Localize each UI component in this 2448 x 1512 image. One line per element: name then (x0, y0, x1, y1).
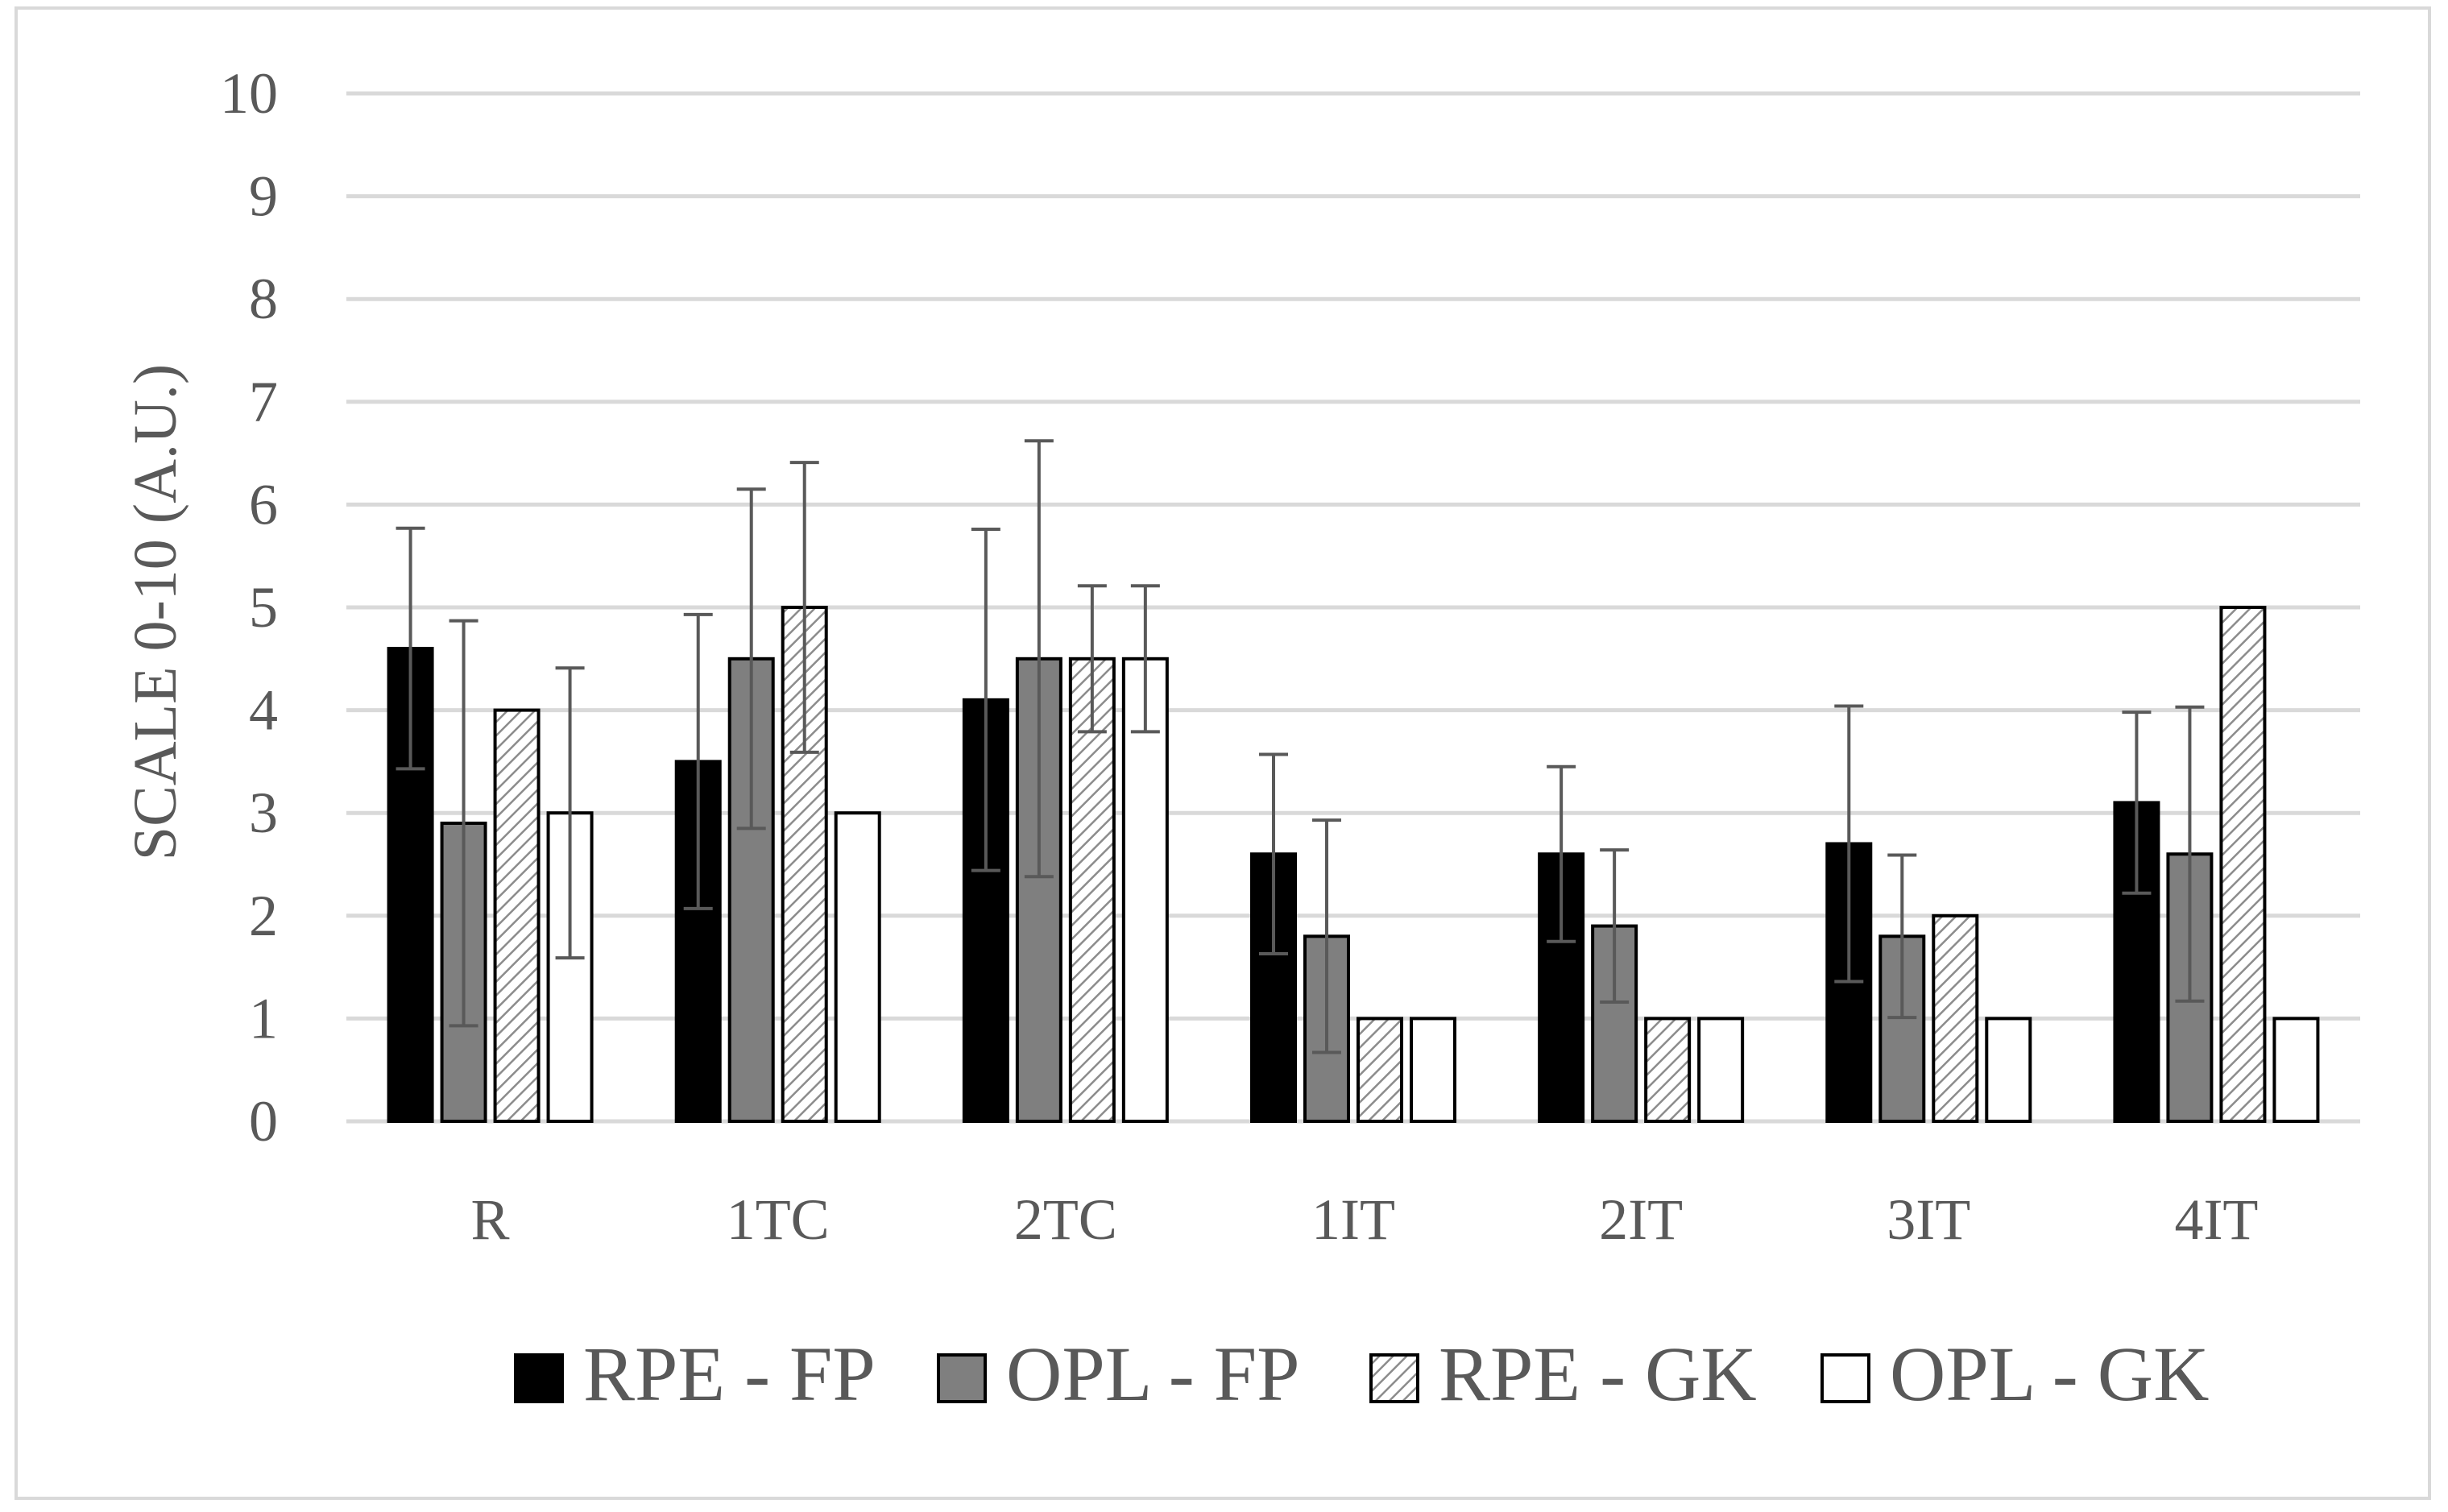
y-tick-label: 8 (249, 267, 278, 331)
x-tick-label: 3IT (1887, 1187, 1970, 1252)
y-tick-label: 5 (249, 575, 278, 640)
bar (1985, 1017, 2032, 1124)
legend-swatch (1369, 1353, 1419, 1403)
x-tick-label: 2IT (1599, 1187, 1683, 1252)
bar (1121, 657, 1169, 1123)
x-tick-label: 1IT (1311, 1187, 1395, 1252)
y-axis-label: SCALE 0-10 (A.U.) (122, 364, 189, 860)
x-tick-label: R (471, 1187, 510, 1252)
legend-label: OPL - FP (1006, 1331, 1300, 1417)
bar (1644, 1017, 1692, 1124)
y-tick-label: 2 (249, 884, 278, 948)
y-tick-label: 4 (249, 678, 278, 743)
legend-swatch (1820, 1353, 1870, 1403)
y-tick-label: 9 (249, 164, 278, 229)
y-tick-label: 7 (249, 370, 278, 434)
chart-frame (14, 6, 2431, 1500)
bar (493, 708, 541, 1123)
x-tick-label: 2TC (1014, 1187, 1117, 1252)
legend-swatch (937, 1353, 987, 1403)
bar (2272, 1017, 2320, 1124)
bar (2219, 606, 2267, 1123)
bar (1357, 1017, 1403, 1124)
x-tick-label: 1TC (727, 1187, 830, 1252)
bar (1697, 1017, 1745, 1124)
x-tick-label: 4IT (2174, 1187, 2258, 1252)
legend-label: RPE - FP (583, 1331, 876, 1417)
y-tick-label: 10 (220, 61, 278, 126)
y-tick-label: 1 (249, 986, 278, 1050)
bar (1932, 913, 1979, 1124)
bar (834, 811, 881, 1123)
legend-label: RPE - GK (1439, 1331, 1757, 1417)
y-tick-label: 0 (249, 1089, 278, 1154)
y-tick-label: 6 (249, 472, 278, 536)
legend-swatch (514, 1353, 564, 1403)
y-tick-label: 3 (249, 781, 278, 845)
bar (1410, 1017, 1456, 1124)
legend-label: OPL - GK (1890, 1331, 2209, 1417)
